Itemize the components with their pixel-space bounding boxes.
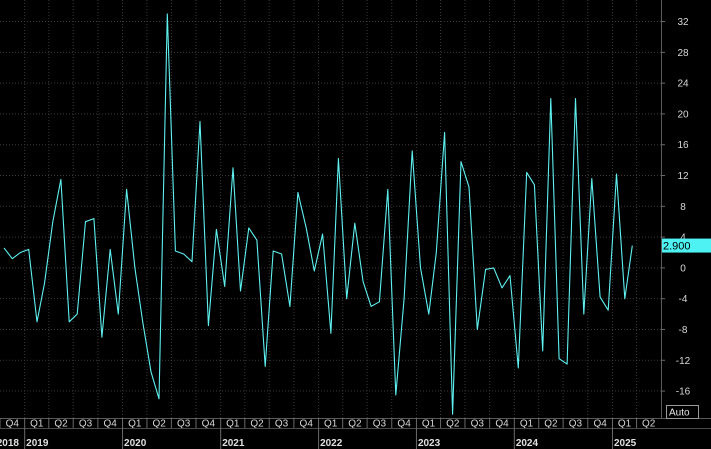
y-tick-label: 4	[680, 233, 686, 244]
y-tick-label: 0	[680, 263, 686, 274]
x-tick-label: Q4	[300, 419, 314, 430]
x-tick-label: Q4	[593, 419, 607, 430]
horizontal-gridlines	[0, 21, 661, 392]
auto-button-label[interactable]: Auto	[669, 408, 690, 419]
y-tick-label: 16	[677, 140, 689, 151]
x-tick-label: Q3	[569, 419, 583, 430]
y-tick-label: -4	[679, 294, 688, 305]
x-tick-label: Q1	[324, 419, 338, 430]
y-tick-label: 32	[677, 17, 689, 28]
x-tick-label: Q4	[397, 419, 411, 430]
y-tick-label: 20	[677, 109, 689, 120]
x-tick-label: Q4	[104, 419, 118, 430]
x-tick-label: Q2	[348, 419, 362, 430]
y-tick-label: -12	[676, 356, 691, 367]
auto-button-frame[interactable]	[666, 405, 699, 419]
y-tick-label: 24	[677, 79, 689, 90]
year-label: 2021	[222, 438, 245, 449]
y-tick-label: 8	[680, 202, 686, 213]
x-tick-label: Q2	[54, 419, 68, 430]
y-tick-label: -16	[676, 387, 691, 398]
year-label: 2025	[614, 438, 637, 449]
y-tick-label: -8	[679, 325, 688, 336]
x-tick-label: Q3	[79, 419, 93, 430]
x-tick-label: Q1	[422, 419, 436, 430]
x-tick-label: Q3	[275, 419, 289, 430]
x-tick-label: Q1	[520, 419, 534, 430]
x-tick-label: Q3	[373, 419, 387, 430]
vertical-gridlines	[24, 0, 638, 418]
series-line	[3, 13, 633, 415]
x-tick-label: Q3	[471, 419, 485, 430]
year-label: 2024	[516, 438, 539, 449]
x-tick-label: Q2	[446, 419, 460, 430]
last-value-label: 2.900	[663, 241, 691, 253]
x-tick-label: Q4	[495, 419, 509, 430]
x-tick-label: Q2	[152, 419, 166, 430]
year-label: 2020	[124, 438, 147, 449]
last-value-tag-background	[662, 238, 711, 253]
year-label: 2019	[26, 438, 49, 449]
x-tick-label: Q1	[30, 419, 44, 430]
last-value-tag: 2.900	[662, 238, 711, 253]
x-tick-label: Q1	[128, 419, 142, 430]
x-tick-label: Q2	[250, 419, 264, 430]
y-tick-label: 28	[677, 48, 689, 59]
x-tick-label: Q1	[618, 419, 632, 430]
x-tick-label: Q3	[177, 419, 191, 430]
y-tick-label: 12	[677, 171, 689, 182]
x-axis-quarter-labels: Q4 Q1 Q2 Q3 Q4 Q1 Q2 Q3 Q4 Q1 Q2 Q3 Q4 Q1 Q2 Q3 Q4 Q1 Q2 Q3…	[0, 418, 656, 430]
auto-scale-button[interactable]: Auto	[666, 405, 699, 419]
x-tick-label: Q2	[544, 419, 558, 430]
x-tick-label: Q2	[642, 419, 656, 430]
x-tick-label: Q4	[202, 419, 216, 430]
y-axis-ticks: 32 28 24 20 16 12 8 4 0 -4 -8 -12 -16	[661, 17, 691, 398]
year-label: 2023	[418, 438, 441, 449]
x-tick-label: Q4	[6, 419, 20, 430]
x-tick-label: Q1	[226, 419, 240, 430]
year-label: 2022	[320, 438, 343, 449]
